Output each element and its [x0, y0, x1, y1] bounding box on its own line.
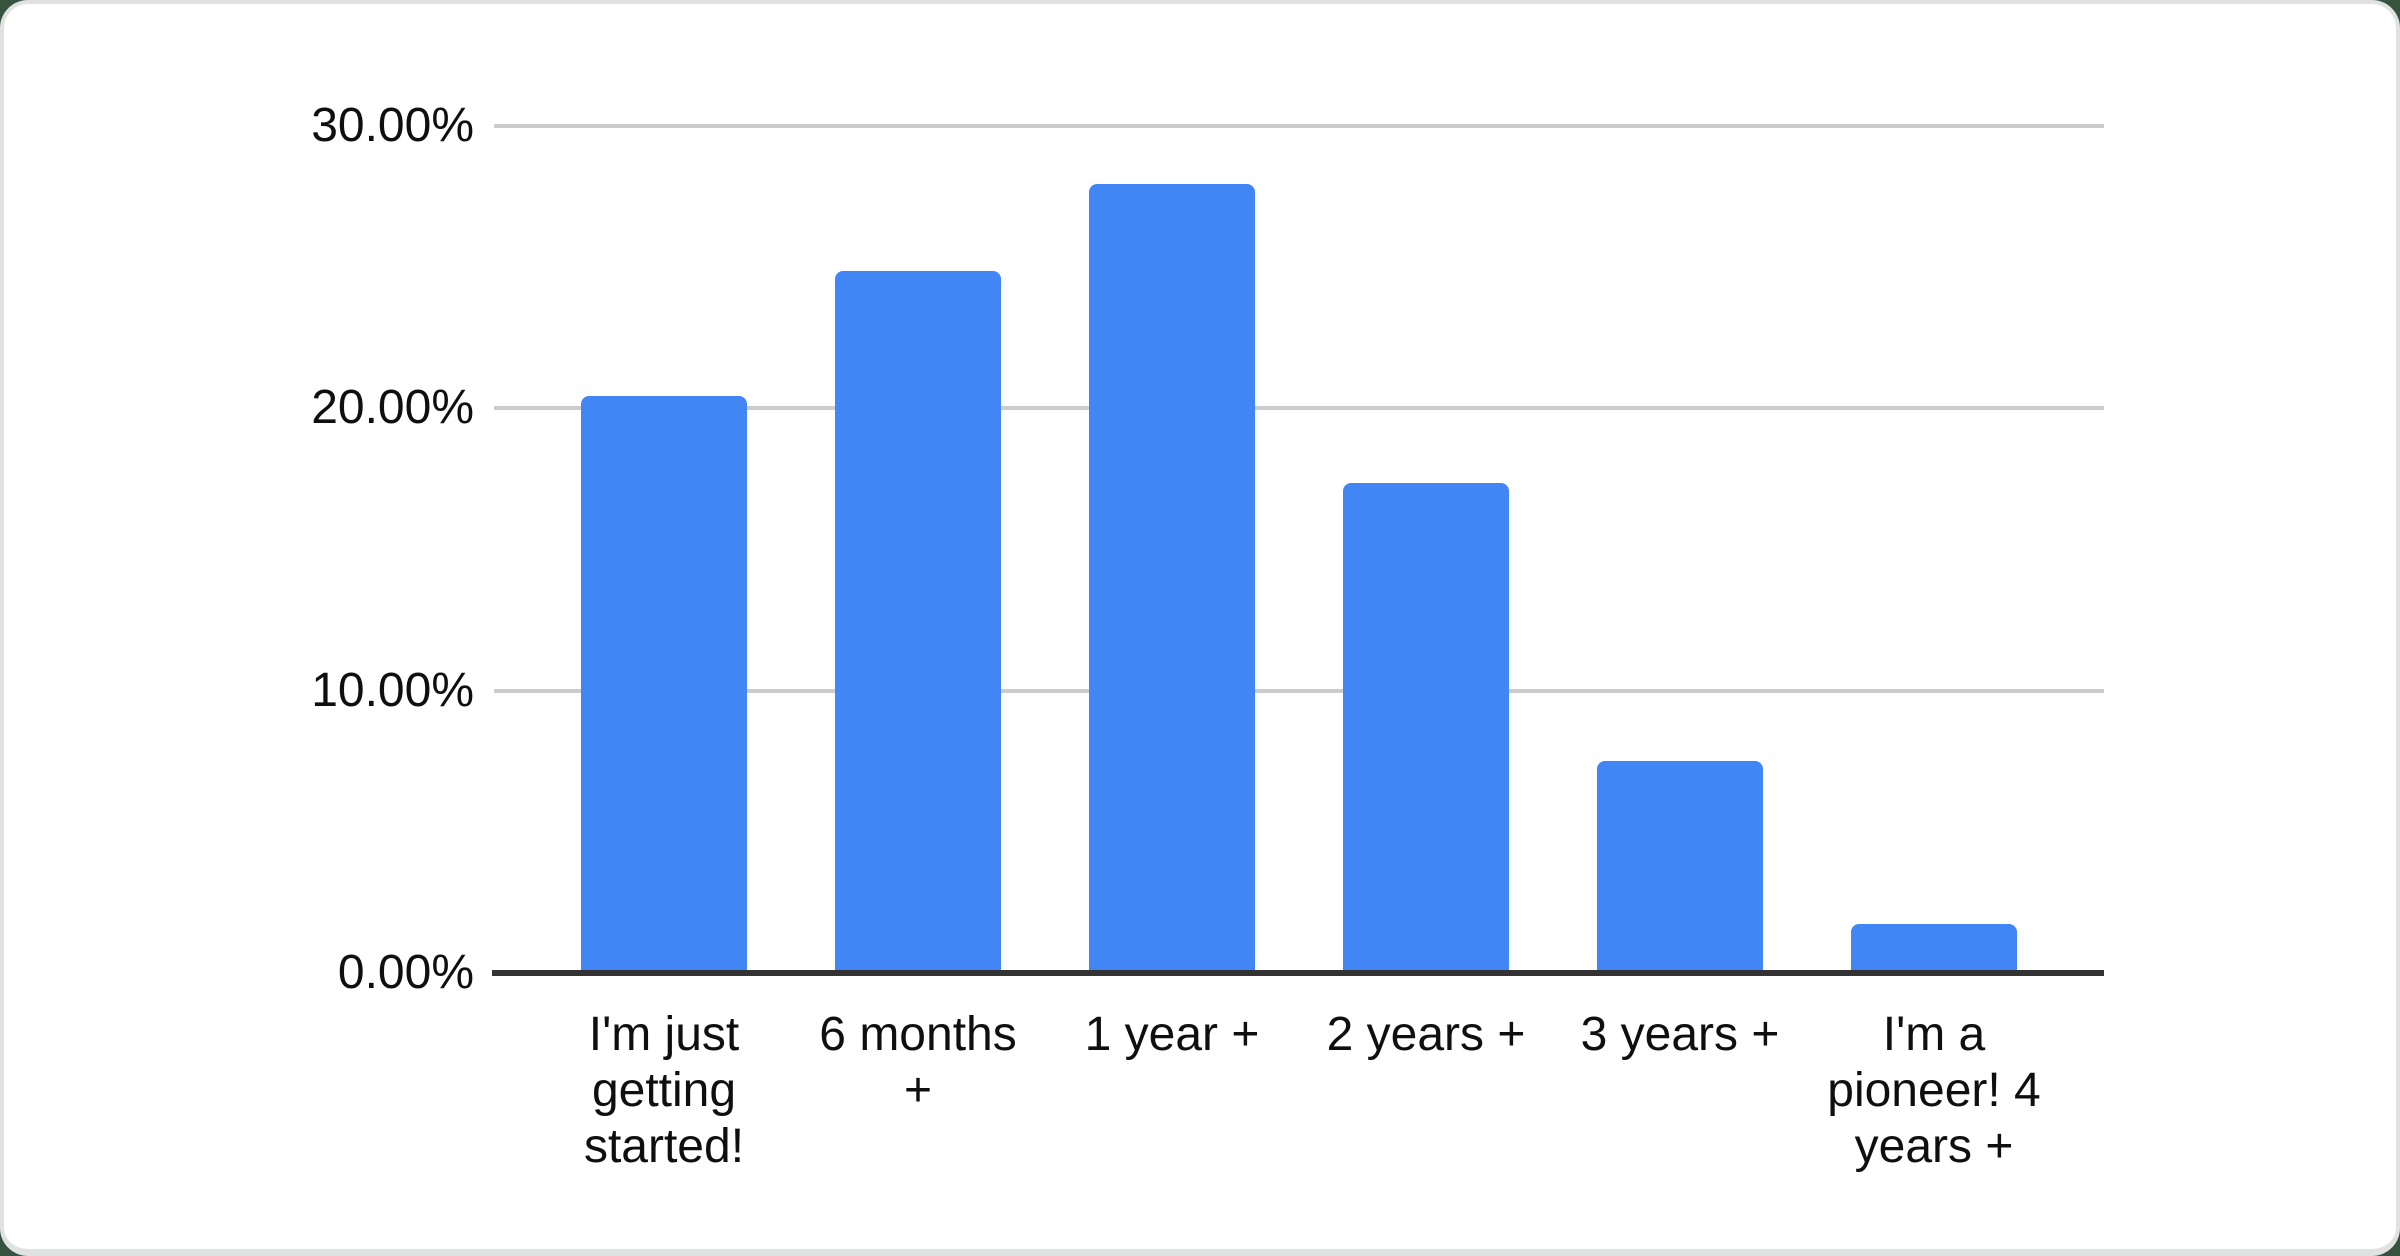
bar-chart: 30.00% 20.00% 10.00% 0.00% I'm just getting…: [4, 4, 2396, 1249]
x-axis-category-label: 1 year +: [1084, 1008, 1260, 1061]
y-axis-tick-label: 0.00%: [337, 946, 474, 999]
bar-4[interactable]: [1343, 483, 1509, 973]
bar-3[interactable]: [1089, 183, 1255, 973]
bar-2[interactable]: [835, 271, 1001, 973]
gridline: [494, 406, 2104, 411]
x-axis-category-label: I'm a pioneer! 4 years +: [1827, 1008, 2041, 1173]
bar-1[interactable]: [581, 395, 747, 973]
y-axis-tick-label: 10.00%: [311, 663, 474, 717]
y-axis-tick-label: 20.00%: [311, 381, 474, 435]
bar-5[interactable]: [1597, 761, 1763, 973]
x-axis-baseline: [492, 970, 2104, 976]
x-axis-category-label: 3 years +: [1580, 1008, 1780, 1061]
bar-6[interactable]: [1851, 923, 2017, 973]
x-axis-category-label: I'm just getting started!: [583, 1008, 745, 1173]
gridline: [494, 124, 2104, 128]
x-axis-category-label: 6 months +: [819, 1008, 1017, 1117]
x-axis-category-label: 2 years +: [1326, 1008, 1526, 1061]
y-axis-tick-label: 30.00%: [311, 99, 474, 152]
gridline: [494, 688, 2104, 693]
